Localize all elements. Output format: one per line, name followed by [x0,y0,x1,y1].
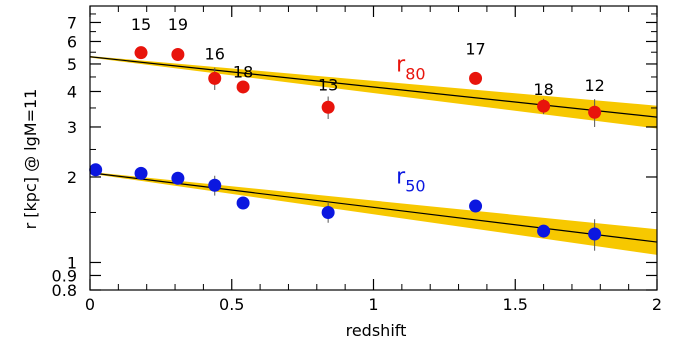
y-tick-label: 2 [67,168,77,187]
series-label-r80: r80 [396,53,425,84]
point-count-label: 15 [131,15,151,34]
point-count-label: 18 [533,80,553,99]
data-point-r80 [208,71,222,85]
y-tick-label: 1 [67,253,77,272]
point-count-label: 13 [318,76,338,95]
series-label-main: r [396,53,406,78]
y-tick-label: 0.8 [52,281,77,300]
data-point-r80 [537,99,551,113]
point-count-labels: 15 19 16 18 13 17 18 12 [131,15,605,99]
data-point-r50 [537,224,551,238]
x-tick-label: 0.5 [219,295,244,314]
fit-lines [89,56,658,243]
plot-frame [89,5,658,291]
data-point-r50 [208,178,222,192]
data-point-r50 [134,166,148,180]
data-point-r50 [321,205,335,219]
point-count-label: 16 [205,45,225,64]
data-point-r80 [321,100,335,114]
fit-bands [90,55,657,255]
point-count-label: 19 [168,15,188,34]
axes [89,5,658,291]
fit-band-r50 [90,171,657,255]
data-point-r80 [171,47,185,61]
data-point-r50 [469,199,483,213]
y-tick-label: 3 [67,118,77,137]
data-point-r50 [171,171,185,185]
y-tick-label: 6 [67,32,77,51]
y-tick-label: 5 [67,55,77,74]
y-tick-label: 4 [67,82,77,101]
data-point-r50 [588,227,602,241]
data-point-r80 [236,80,250,94]
x-axis-label: redshift [346,321,407,340]
series-label-main: r [396,164,406,189]
series-label-r50: r50 [396,164,425,195]
x-tick-label: 2 [652,295,662,314]
data-point-r50 [236,196,250,210]
point-count-label: 12 [584,76,604,95]
point-count-label: 18 [233,63,253,82]
data-point-r50 [89,163,103,177]
y-axis-label: r [kpc] @ lgM=11 [21,89,40,230]
y-tick-label: 7 [67,13,77,32]
x-tick-label: 1.5 [503,295,528,314]
data-point-r80 [134,46,148,60]
fit-band-r80 [90,55,657,129]
x-tick-label: 0 [85,295,95,314]
point-count-label: 17 [465,39,485,58]
data-points [89,46,602,241]
y-tick-label: 0.9 [52,266,77,285]
series-label-sub: 50 [405,176,425,195]
fit-line-r80 [89,56,658,118]
series-label-sub: 80 [405,65,425,84]
data-point-r80 [469,71,483,85]
x-tick-label: 1 [368,295,378,314]
fit-line-r50 [89,172,658,243]
data-point-r80 [588,105,602,119]
